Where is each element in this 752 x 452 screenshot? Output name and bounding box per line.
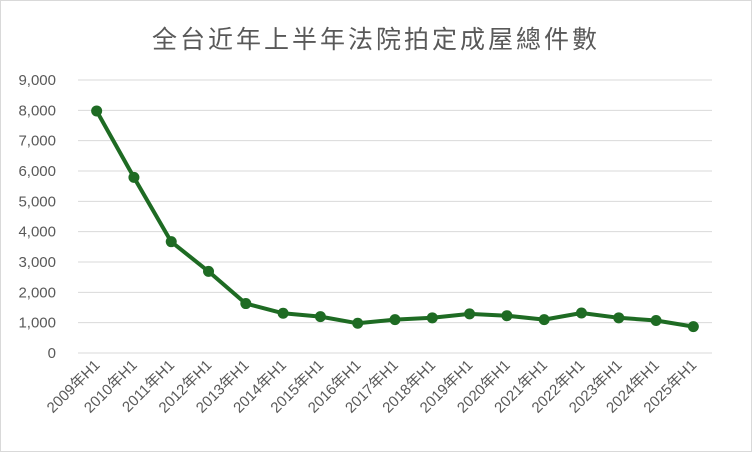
chart-title: 全台近年上半年法院拍定成屋總件數 bbox=[151, 25, 600, 54]
y-tick-label: 4,000 bbox=[18, 224, 56, 241]
y-tick-label: 1,000 bbox=[18, 315, 56, 332]
data-point bbox=[687, 321, 699, 333]
y-tick-label: 7,000 bbox=[18, 133, 56, 150]
data-point bbox=[277, 307, 289, 319]
y-axis-tick-labels: 0 1,000 2,000 3,000 4,000 5,000 6,000 7,000 8,00… bbox=[18, 72, 56, 362]
y-tick-label: 6,000 bbox=[18, 163, 56, 180]
data-point bbox=[128, 171, 140, 183]
data-point bbox=[426, 312, 438, 324]
y-tick-label: 3,000 bbox=[18, 254, 56, 271]
x-axis-tick-labels: 2009年H12010年H12011年H12012年H12013年H12014年… bbox=[44, 357, 700, 417]
data-point bbox=[464, 308, 476, 320]
data-point bbox=[501, 310, 513, 322]
y-tick-label: 2,000 bbox=[18, 284, 56, 301]
series-line bbox=[94, 108, 696, 329]
data-series bbox=[91, 105, 699, 333]
data-point bbox=[613, 312, 625, 324]
data-point bbox=[165, 236, 177, 248]
y-tick-label: 0 bbox=[48, 345, 56, 362]
data-point bbox=[650, 315, 662, 327]
data-point bbox=[352, 317, 364, 329]
data-point bbox=[240, 298, 252, 310]
y-tick-label: 9,000 bbox=[18, 72, 56, 89]
data-point bbox=[203, 265, 215, 277]
gridlines bbox=[78, 79, 712, 354]
data-point bbox=[538, 314, 550, 326]
data-point bbox=[314, 311, 326, 323]
data-point bbox=[575, 307, 587, 319]
data-point bbox=[389, 314, 401, 326]
data-point bbox=[91, 105, 103, 117]
y-tick-label: 8,000 bbox=[18, 102, 56, 119]
y-tick-label: 5,000 bbox=[18, 193, 56, 210]
